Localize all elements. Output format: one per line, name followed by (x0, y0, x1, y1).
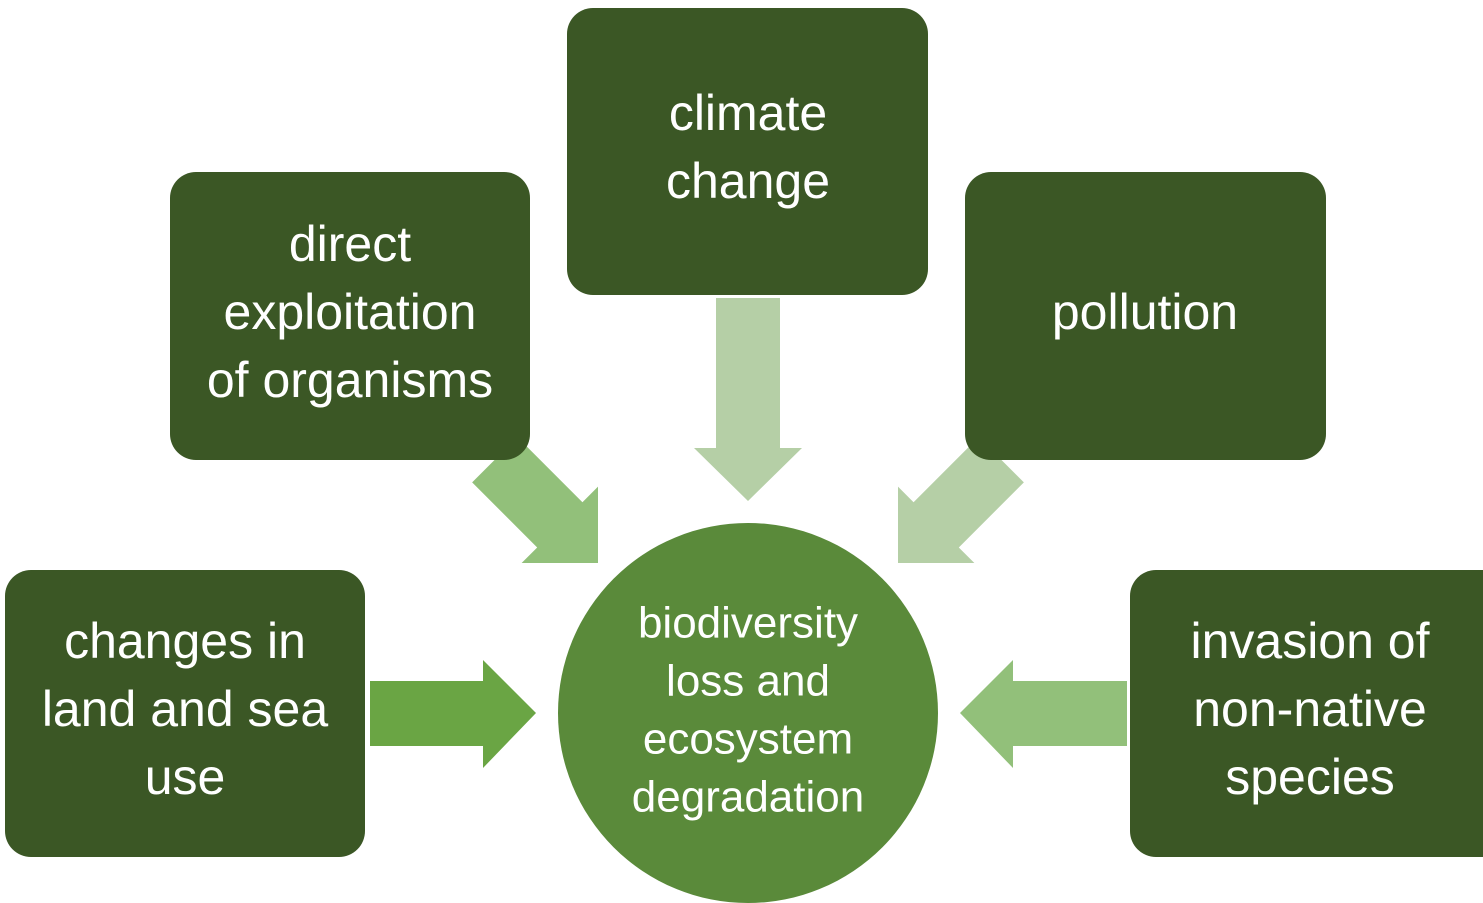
node-label: pollution (1052, 284, 1238, 340)
arrow (472, 437, 598, 563)
hub-label: degradation (632, 773, 864, 822)
node-label: change (666, 153, 830, 209)
arrow (370, 660, 536, 768)
box (1130, 570, 1483, 857)
labels: changes in land and sea use direct exploitat… (42, 85, 1430, 821)
node-label: non-native (1193, 681, 1427, 737)
box (567, 8, 928, 295)
node-label: climate (669, 85, 827, 141)
node-label: changes in (64, 613, 306, 669)
node-label: invasion of (1190, 613, 1429, 669)
node-label: of organisms (207, 352, 493, 408)
node-label: use (145, 749, 226, 805)
node-label: exploitation (224, 284, 477, 340)
hub-label: loss and (666, 657, 830, 706)
node-label: direct (289, 216, 411, 272)
node-label: land and sea (42, 681, 329, 737)
box (5, 570, 365, 857)
hub-label: biodiversity (638, 599, 858, 648)
box (170, 172, 530, 460)
hub (558, 523, 938, 903)
box (965, 172, 1326, 460)
arrow (898, 437, 1024, 563)
hub-label: ecosystem (643, 715, 853, 764)
arrow (960, 660, 1127, 768)
arrow (694, 298, 802, 501)
node-label: species (1225, 749, 1395, 805)
